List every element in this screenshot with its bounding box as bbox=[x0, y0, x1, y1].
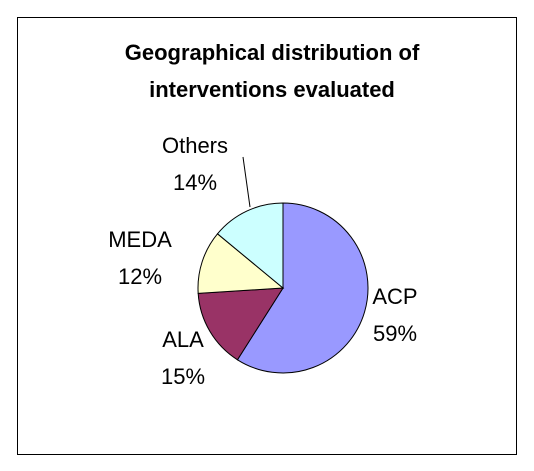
pie-slice bbox=[197, 233, 285, 294]
slice-label: ACP bbox=[372, 284, 417, 309]
pie-slice bbox=[216, 202, 284, 290]
leader-line bbox=[242, 156, 251, 208]
slice-value-label: 12% bbox=[118, 264, 162, 289]
pie-slice bbox=[236, 202, 369, 374]
slice-value-label: 59% bbox=[373, 321, 417, 346]
slice-label: Others bbox=[162, 133, 228, 158]
slice-value-label: 15% bbox=[161, 364, 205, 389]
chart-title: Geographical distribution of interventio… bbox=[124, 40, 420, 102]
pie-slice bbox=[197, 287, 284, 361]
slice-label: MEDA bbox=[108, 227, 172, 252]
slice-label: ALA bbox=[162, 327, 204, 352]
slice-value-label: 14% bbox=[173, 170, 217, 195]
